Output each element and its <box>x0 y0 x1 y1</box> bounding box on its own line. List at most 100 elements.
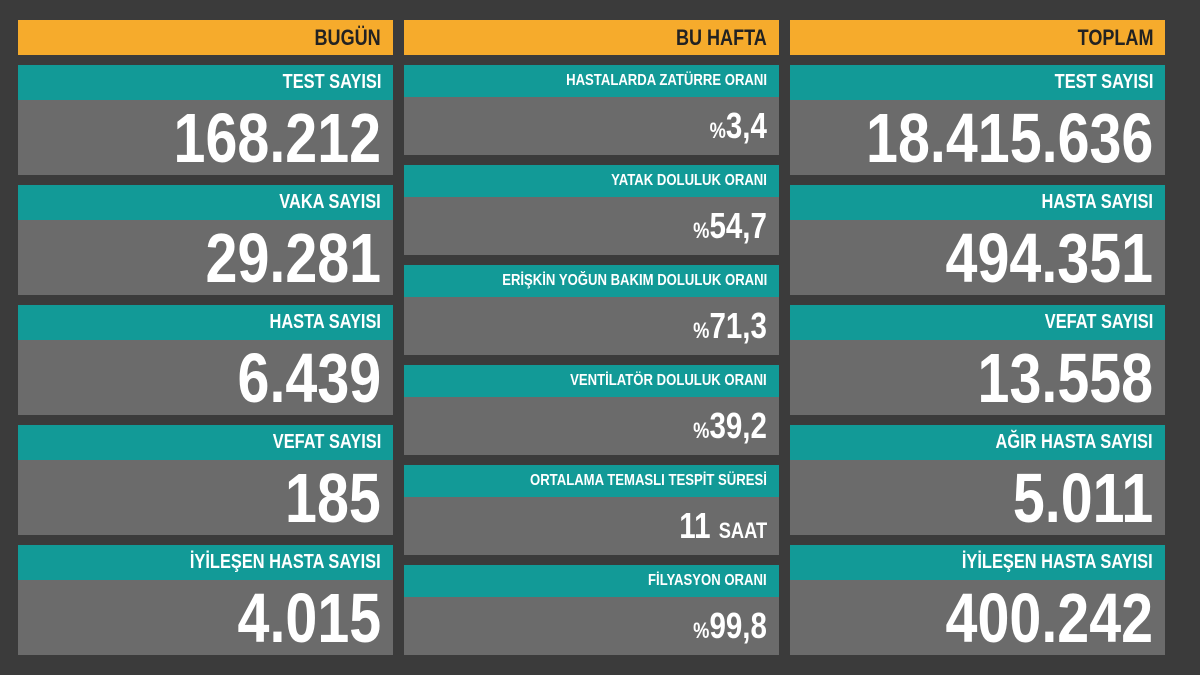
label-text: HASTA SAYISI <box>269 311 381 333</box>
value-prefix: % <box>693 218 710 243</box>
stat-label: FİLYASYON ORANI <box>404 565 779 597</box>
value-number: 29.281 <box>205 218 381 297</box>
stat-value: 5.011 <box>790 458 1165 538</box>
value-number: 39,2 <box>709 405 767 446</box>
stat-label: ERİŞKİN YOĞUN BAKIM DOLULUK ORANI <box>404 265 779 297</box>
value-text: 18.415.636 <box>866 98 1153 178</box>
stat-label: HASTALARDA ZATÜRRE ORANI <box>404 65 779 97</box>
column-header: BUGÜN <box>18 20 393 55</box>
column: BUGÜN TEST SAYISI 168.212 VAKA SAYISI 29.281… <box>18 20 393 657</box>
label-text: ERİŞKİN YOĞUN BAKIM DOLULUK ORANI <box>501 272 767 289</box>
stat-card: HASTA SAYISI 6.439 <box>18 305 393 418</box>
value-text: 185 <box>285 458 381 538</box>
stat-label: HASTA SAYISI <box>18 305 393 340</box>
value-number: 494.351 <box>945 218 1153 297</box>
stat-value: %71,3 <box>404 297 779 355</box>
stat-card: İYİLEŞEN HASTA SAYISI 4.015 <box>18 545 393 658</box>
stat-value: 6.439 <box>18 338 393 418</box>
label-text: ORTALAMA TEMASLI TESPİT SÜRESİ <box>530 472 767 489</box>
value-number: 18.415.636 <box>865 98 1153 177</box>
stat-value: 18.415.636 <box>790 98 1165 178</box>
stat-card: VAKA SAYISI 29.281 <box>18 185 393 298</box>
value-text: 400.242 <box>946 578 1153 658</box>
stat-card: TEST SAYISI 168.212 <box>18 65 393 177</box>
stat-label: TEST SAYISI <box>18 65 393 100</box>
label-text: İYİLEŞEN HASTA SAYISI <box>190 551 381 573</box>
stat-label: ORTALAMA TEMASLI TESPİT SÜRESİ <box>404 465 779 497</box>
stat-card: ERİŞKİN YOĞUN BAKIM DOLULUK ORANI %71,3 <box>404 265 779 355</box>
stat-label: AĞIR HASTA SAYISI <box>790 425 1165 460</box>
stat-value: 400.242 <box>790 578 1165 658</box>
value-suffix: SAAT <box>718 518 767 543</box>
stat-label: TEST SAYISI <box>790 65 1165 100</box>
header-text: BU HAFTA <box>676 24 767 50</box>
column: BU HAFTA HASTALARDA ZATÜRRE ORANI %3,4 YATA… <box>404 20 779 655</box>
stat-card: VENTİLATÖR DOLULUK ORANI %39,2 <box>404 365 779 455</box>
column-header: TOPLAM <box>790 20 1165 55</box>
stat-card: TEST SAYISI 18.415.636 <box>790 65 1165 178</box>
value-text: 29.281 <box>205 218 381 298</box>
value-text: %99,8 <box>693 605 767 647</box>
value-number: 99,8 <box>709 605 767 646</box>
value-number: 3,4 <box>725 105 767 146</box>
stat-label: İYİLEŞEN HASTA SAYISI <box>790 545 1165 580</box>
header-text: TOPLAM <box>1077 24 1153 50</box>
value-number: 13.558 <box>977 338 1153 417</box>
value-text: 6.439 <box>237 338 381 418</box>
stat-value: 29.281 <box>18 218 393 298</box>
value-text: 13.558 <box>977 338 1153 418</box>
stat-value: %3,4 <box>404 97 779 155</box>
value-text: 11 SAAT <box>679 505 767 547</box>
value-number: 54,7 <box>709 205 767 246</box>
stat-card: YATAK DOLULUK ORANI %54,7 <box>404 165 779 255</box>
stat-label: HASTA SAYISI <box>790 185 1165 220</box>
stat-card: HASTALARDA ZATÜRRE ORANI %3,4 <box>404 65 779 155</box>
stat-value: %54,7 <box>404 197 779 255</box>
value-number: 71,3 <box>709 305 767 346</box>
stat-card: VEFAT SAYISI 13.558 <box>790 305 1165 418</box>
value-number: 4.015 <box>237 578 381 657</box>
stat-value: 168.212 <box>18 99 393 177</box>
value-text: %39,2 <box>693 405 767 447</box>
stat-card: İYİLEŞEN HASTA SAYISI 400.242 <box>790 545 1165 658</box>
stat-label: VEFAT SAYISI <box>790 305 1165 340</box>
value-text: 494.351 <box>946 218 1153 298</box>
stat-label: VAKA SAYISI <box>18 185 393 220</box>
label-text: VAKA SAYISI <box>279 191 381 213</box>
label-text: VEFAT SAYISI <box>272 431 381 453</box>
value-text: 5.011 <box>1013 458 1153 538</box>
value-text: %54,7 <box>693 205 767 247</box>
stat-value: %39,2 <box>404 397 779 455</box>
label-text: İYİLEŞEN HASTA SAYISI <box>962 551 1153 573</box>
stat-card: FİLYASYON ORANI %99,8 <box>404 565 779 655</box>
header-text: BUGÜN <box>314 24 381 50</box>
label-text: HASTALARDA ZATÜRRE ORANI <box>566 72 767 89</box>
value-number: 5.011 <box>1012 458 1153 537</box>
stat-value: 11 SAAT <box>404 497 779 555</box>
stat-label: VEFAT SAYISI <box>18 425 393 460</box>
label-text: TEST SAYISI <box>1054 71 1153 93</box>
column: TOPLAM TEST SAYISI 18.415.636 HASTA SAYISI 4… <box>790 20 1165 657</box>
stat-card: VEFAT SAYISI 185 <box>18 425 393 538</box>
value-prefix: % <box>693 418 710 443</box>
label-text: VENTİLATÖR DOLULUK ORANI <box>570 372 767 389</box>
stat-value: 4.015 <box>18 578 393 658</box>
value-number: 185 <box>285 458 381 537</box>
label-text: FİLYASYON ORANI <box>648 572 767 589</box>
stat-card: HASTA SAYISI 494.351 <box>790 185 1165 298</box>
label-text: YATAK DOLULUK ORANI <box>611 172 767 189</box>
label-text: TEST SAYISI <box>282 71 381 93</box>
stat-card: AĞIR HASTA SAYISI 5.011 <box>790 425 1165 538</box>
value-text: %3,4 <box>710 105 767 147</box>
value-prefix: % <box>709 118 726 143</box>
value-number: 11 <box>679 505 711 546</box>
value-prefix: % <box>693 618 710 643</box>
stat-value: 494.351 <box>790 218 1165 298</box>
stat-value: %99,8 <box>404 597 779 655</box>
label-text: AĞIR HASTA SAYISI <box>995 431 1153 453</box>
value-text: 4.015 <box>237 578 381 658</box>
label-text: VEFAT SAYISI <box>1044 311 1153 333</box>
stat-label: VENTİLATÖR DOLULUK ORANI <box>404 365 779 397</box>
stat-value: 13.558 <box>790 338 1165 418</box>
